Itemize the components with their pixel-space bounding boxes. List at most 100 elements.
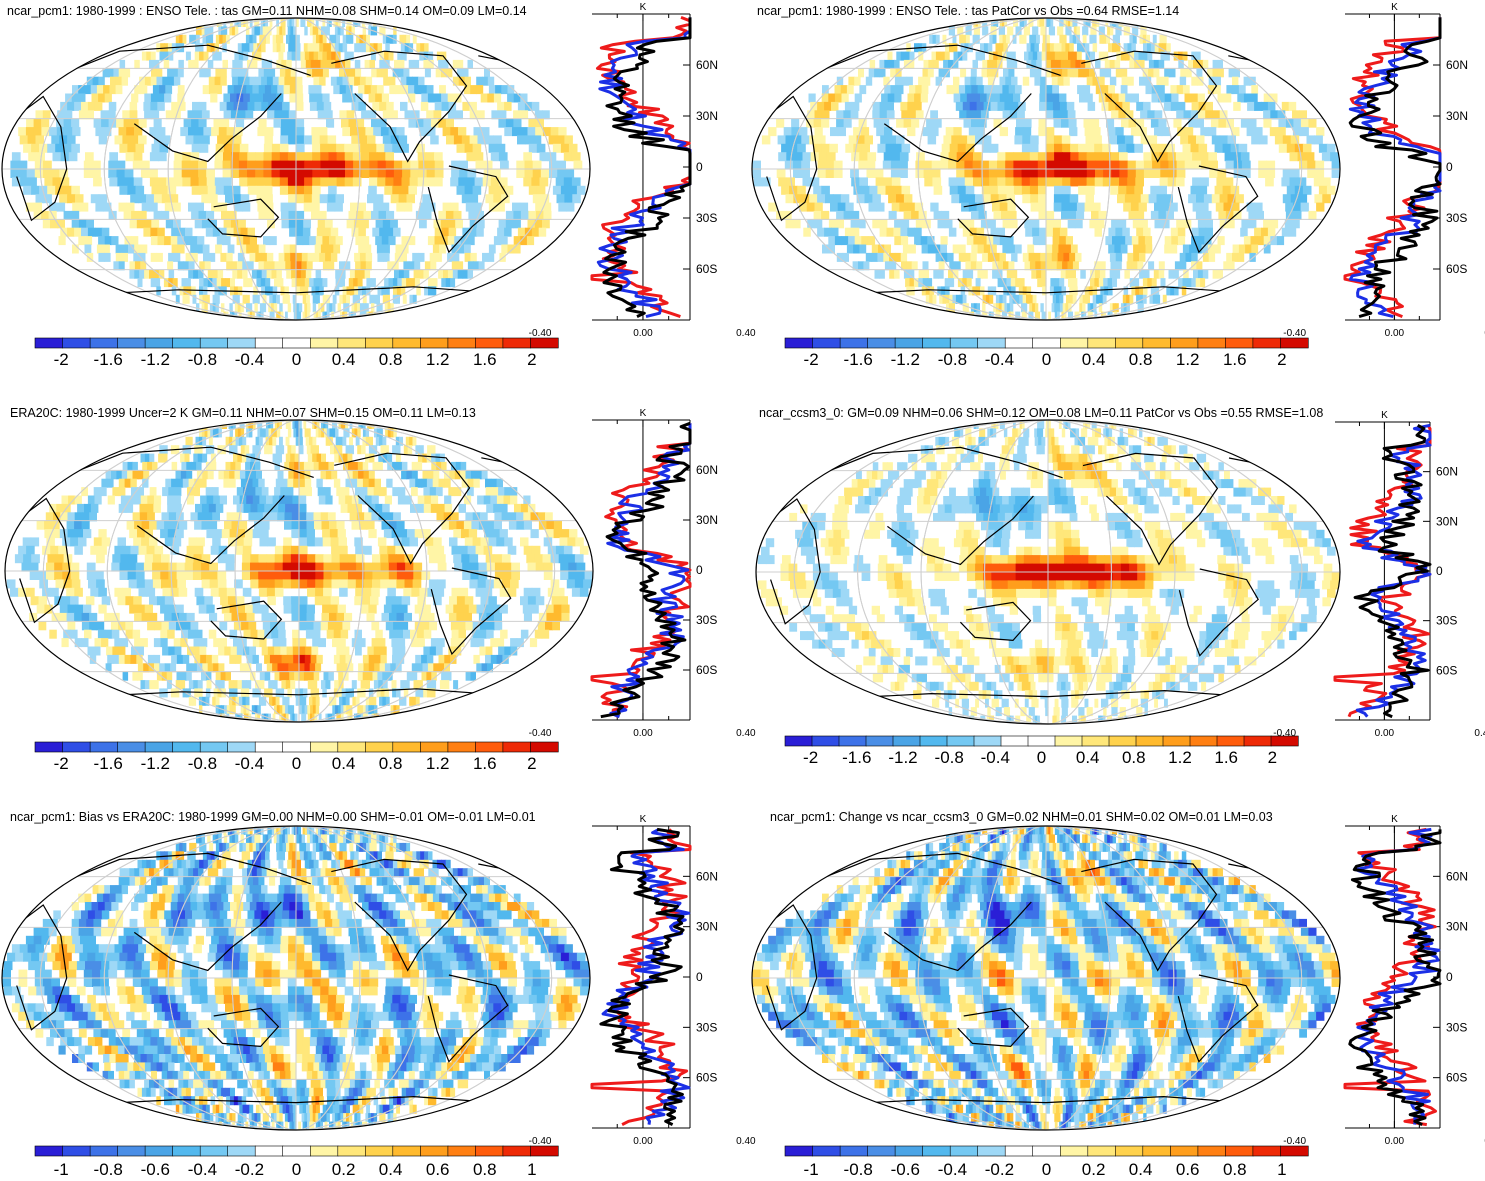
colorbar-tick-label: 1.2: [426, 350, 450, 369]
lat-tick-label: 30S: [696, 211, 717, 225]
reference-curve: [1353, 423, 1432, 719]
reference-curve: [600, 421, 692, 719]
colorbar-swatch: [919, 735, 948, 747]
colorbar-tick-label: 0.8: [1129, 350, 1153, 369]
colorbar-tick-label: 0.6: [426, 1160, 450, 1179]
colorbar-swatch: [34, 1145, 64, 1157]
colorbar-swatch: [1135, 735, 1164, 747]
colorbar-swatch: [1170, 1145, 1199, 1157]
lat-tick-label: 30S: [696, 613, 717, 627]
colorbar-swatch: [282, 337, 311, 349]
colorbar-tick-label: -1.6: [844, 350, 873, 369]
colorbar-swatch: [1054, 735, 1083, 747]
colorbar-swatch: [865, 735, 894, 747]
lat-tick-label: 0: [1446, 160, 1453, 174]
lat-tick-label: 30N: [1436, 514, 1458, 528]
lat-tick-label: 60S: [696, 1071, 717, 1085]
lat-tick-label: 30N: [1446, 920, 1468, 934]
colorbar-swatch: [1270, 735, 1299, 747]
colorbar-tick-label: 0.8: [379, 350, 403, 369]
colorbar-swatch: [1280, 1145, 1309, 1157]
colorbar-swatch: [420, 1145, 449, 1157]
colorbar-swatch: [337, 1145, 366, 1157]
units-label: K: [1391, 814, 1398, 825]
lat-tick-label: 60N: [696, 58, 718, 72]
lat-tick-label: 30N: [696, 109, 718, 123]
lat-tick-label: 60N: [696, 869, 718, 883]
colorbar-swatch: [447, 337, 476, 349]
colorbar-tick-label: 0: [1042, 350, 1051, 369]
colorbar: -2 -1.6 -1.2 -0.8 -0.4 0 0.4 0.8 1.2 1.6 2: [34, 741, 559, 773]
colorbar-tick-label: -2: [54, 350, 69, 369]
colorbar-swatch: [784, 735, 813, 747]
colorbar-swatch: [172, 337, 201, 349]
colorbar-tick-label: 1: [1277, 1160, 1286, 1179]
x-tick-label: 0.40: [736, 328, 756, 339]
colorbar-swatch: [812, 337, 841, 349]
colorbar-tick-label: -2: [804, 350, 819, 369]
model-curve: [1354, 827, 1441, 1125]
colorbar-tick-label: 0: [292, 1160, 301, 1179]
colorbar-tick-label: 1.2: [1176, 350, 1200, 369]
colorbar-swatch: [838, 735, 867, 747]
colorbar-swatch: [392, 337, 421, 349]
lat-tick-label: 60S: [696, 663, 717, 677]
colorbar-tick-label: 0.4: [1129, 1160, 1153, 1179]
zonal-mean-profile: K 60N 30N 0 30S 60S -0.40 0.00 0.40: [529, 408, 756, 739]
colorbar-swatch: [447, 741, 476, 753]
x-tick-label: -0.40: [1273, 728, 1296, 739]
zonal-mean-profile: K 60N 30N 0 30S 60S -0.40 0.00 0.40: [529, 2, 756, 339]
colorbar-tick-label: -0.8: [94, 1160, 123, 1179]
colorbar-swatch: [337, 337, 366, 349]
colorbar-swatch: [254, 337, 284, 349]
colorbar-tick-label: 1.6: [473, 350, 497, 369]
x-tick-label: 0.00: [633, 1136, 653, 1147]
colorbar-tick-label: 1: [527, 1160, 536, 1179]
colorbar-tick-label: 1.6: [1214, 748, 1238, 767]
x-tick-label: 0.00: [633, 328, 653, 339]
lat-tick-label: 30S: [696, 1020, 717, 1034]
colorbar-swatch: [784, 337, 814, 349]
colorbar-swatch: [227, 337, 256, 349]
colorbar-swatch: [364, 337, 394, 349]
colorbar-swatch: [1243, 735, 1272, 747]
colorbar-swatch: [839, 337, 869, 349]
x-tick-label: -0.40: [1283, 1136, 1306, 1147]
colorbar-tick-label: 0.4: [1082, 350, 1106, 369]
units-label: K: [640, 814, 647, 825]
colorbar: -1 -0.8 -0.6 -0.4 -0.2 0 0.2 0.4 0.6 0.8 1: [784, 1145, 1309, 1179]
colorbar-tick-label: -2: [803, 748, 818, 767]
colorbar-tick-label: -0.8: [935, 748, 964, 767]
colorbar-swatch: [227, 741, 256, 753]
colorbar-swatch: [254, 1145, 284, 1157]
x-tick-label: 0.40: [1474, 728, 1485, 739]
coastlines: [770, 431, 1311, 702]
obs-curve: [1343, 827, 1437, 1127]
colorbar-tick-label: 0.8: [473, 1160, 497, 1179]
colorbar-swatch: [922, 1145, 951, 1157]
colorbar-swatch: [1252, 1145, 1282, 1157]
colorbar-tick-label: -1.6: [94, 754, 123, 773]
obs-curve: [590, 828, 692, 1126]
colorbar-swatch: [502, 741, 531, 753]
colorbar-tick-label: 1.6: [473, 754, 497, 773]
colorbar-tick-label: -0.2: [985, 1160, 1014, 1179]
colorbar-tick-label: 0.8: [1122, 748, 1146, 767]
colorbar-swatch: [530, 1145, 559, 1157]
lat-tick-label: 60N: [1446, 869, 1468, 883]
colorbar-tick-label: -0.4: [235, 350, 264, 369]
units-label: K: [1391, 2, 1398, 13]
colorbar-swatch: [530, 741, 559, 753]
reference-curve: [1348, 829, 1442, 1126]
colorbar-swatch: [1142, 1145, 1171, 1157]
colorbar-swatch: [34, 337, 64, 349]
map-graticule: [2, 826, 590, 1130]
colorbar-swatch: [812, 1145, 841, 1157]
panel-title: ncar_pcm1: Change vs ncar_ccsm3_0 GM=0.0…: [770, 810, 1273, 824]
lat-tick-label: 0: [696, 970, 703, 984]
colorbar-swatch: [502, 337, 531, 349]
units-label: K: [1381, 410, 1388, 421]
colorbar-tick-label: 0.4: [379, 1160, 403, 1179]
